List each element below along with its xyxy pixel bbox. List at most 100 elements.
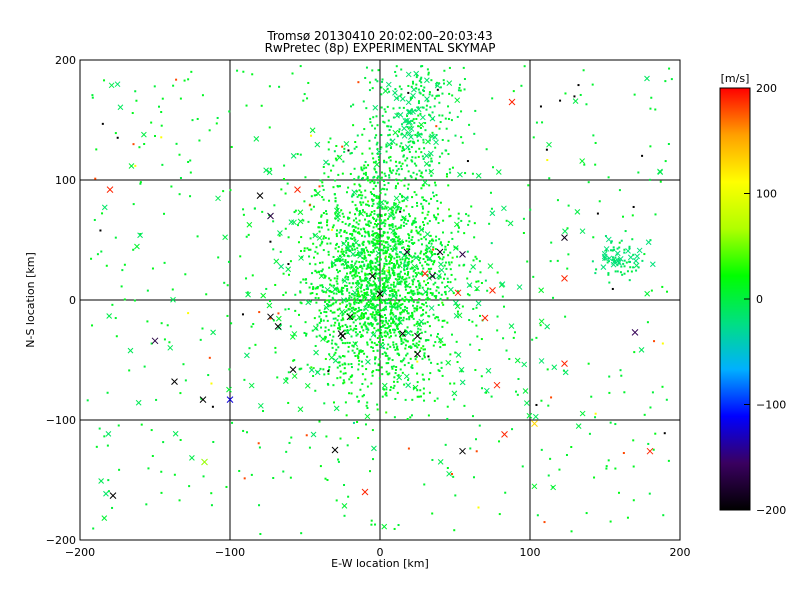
data-point bbox=[389, 313, 392, 316]
data-point bbox=[318, 321, 321, 324]
data-point bbox=[378, 377, 381, 380]
data-point-cross bbox=[393, 195, 400, 202]
data-point bbox=[517, 377, 520, 380]
data-point bbox=[331, 311, 334, 314]
data-point bbox=[439, 121, 442, 124]
data-point bbox=[334, 317, 337, 320]
data-point bbox=[410, 85, 413, 88]
data-point bbox=[390, 322, 393, 325]
data-point bbox=[411, 292, 414, 295]
data-point-cross bbox=[633, 262, 640, 269]
data-point bbox=[274, 351, 277, 354]
data-point bbox=[375, 143, 378, 146]
data-point bbox=[326, 303, 329, 306]
data-point bbox=[402, 359, 405, 362]
data-point bbox=[385, 305, 388, 308]
data-point bbox=[352, 103, 355, 106]
data-point bbox=[400, 343, 403, 346]
data-point bbox=[414, 133, 417, 136]
data-point bbox=[425, 200, 428, 203]
data-point bbox=[353, 167, 356, 170]
data-point bbox=[583, 163, 586, 166]
data-point bbox=[353, 236, 356, 239]
data-point bbox=[373, 295, 376, 298]
data-point bbox=[362, 329, 365, 332]
data-point-cross bbox=[414, 332, 421, 340]
data-point bbox=[323, 274, 326, 277]
data-point bbox=[407, 91, 410, 94]
data-point bbox=[353, 228, 356, 231]
data-point bbox=[386, 281, 389, 284]
data-point-cross bbox=[405, 382, 412, 389]
data-point bbox=[390, 262, 393, 265]
data-point bbox=[91, 94, 94, 97]
data-point bbox=[383, 244, 386, 247]
data-point bbox=[380, 301, 383, 304]
data-point bbox=[362, 201, 365, 204]
data-point bbox=[438, 155, 441, 158]
data-point bbox=[431, 94, 434, 97]
data-point bbox=[395, 317, 398, 320]
data-point bbox=[388, 262, 391, 265]
data-point bbox=[150, 429, 153, 432]
data-point bbox=[367, 231, 370, 234]
data-point bbox=[393, 285, 396, 288]
data-point bbox=[467, 223, 470, 226]
data-point bbox=[473, 236, 476, 239]
data-point bbox=[347, 276, 350, 279]
data-point bbox=[448, 111, 451, 114]
data-point bbox=[371, 200, 374, 203]
data-point bbox=[444, 149, 447, 152]
data-point bbox=[375, 223, 378, 226]
data-point bbox=[242, 208, 245, 211]
data-point bbox=[383, 323, 386, 326]
data-point bbox=[326, 340, 329, 343]
data-point bbox=[303, 247, 306, 250]
data-point-cross bbox=[364, 413, 371, 420]
data-point bbox=[318, 420, 321, 423]
data-point bbox=[296, 153, 299, 156]
data-point bbox=[403, 364, 406, 367]
data-point bbox=[412, 338, 415, 341]
data-point bbox=[147, 467, 150, 470]
data-point bbox=[343, 367, 346, 370]
data-point bbox=[315, 293, 318, 296]
data-point bbox=[377, 313, 380, 316]
data-point bbox=[370, 323, 373, 326]
data-point bbox=[417, 155, 420, 158]
data-point-cross bbox=[475, 172, 482, 179]
y-tick-label: 0 bbox=[69, 294, 76, 307]
data-point bbox=[423, 198, 426, 201]
data-point bbox=[390, 316, 393, 319]
data-point bbox=[398, 318, 401, 321]
data-point bbox=[433, 295, 436, 298]
data-point bbox=[536, 514, 539, 517]
data-point bbox=[394, 211, 397, 214]
data-point bbox=[241, 313, 244, 316]
data-point bbox=[336, 319, 339, 322]
data-point bbox=[406, 187, 409, 190]
data-point bbox=[620, 374, 623, 377]
data-point bbox=[387, 236, 390, 239]
data-point bbox=[138, 146, 141, 149]
data-point-cross bbox=[408, 126, 415, 132]
data-point bbox=[398, 130, 401, 133]
data-point bbox=[362, 243, 365, 246]
data-point bbox=[457, 226, 460, 229]
data-point bbox=[160, 136, 163, 139]
data-point bbox=[405, 205, 408, 208]
data-point bbox=[384, 241, 387, 244]
data-point-cross bbox=[437, 459, 444, 465]
data-point bbox=[414, 358, 417, 361]
data-point bbox=[342, 215, 345, 218]
data-point bbox=[428, 358, 431, 361]
data-point bbox=[650, 96, 653, 99]
data-point bbox=[445, 127, 448, 130]
data-point bbox=[361, 209, 364, 212]
data-point bbox=[404, 217, 407, 220]
data-point bbox=[383, 314, 386, 317]
data-point bbox=[407, 378, 410, 381]
data-point bbox=[306, 363, 309, 366]
data-point-cross bbox=[289, 334, 296, 340]
data-point bbox=[410, 231, 413, 234]
